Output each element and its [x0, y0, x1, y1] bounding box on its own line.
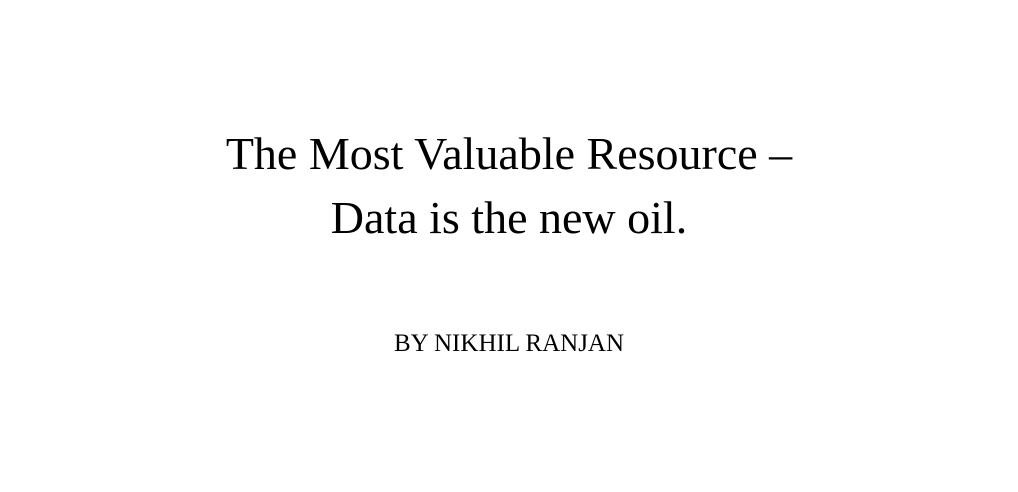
title-line-1: The Most Valuable Resource –: [225, 128, 793, 179]
author-byline: BY NIKHIL RANJAN: [393, 330, 625, 357]
page-title: The Most Valuable Resource – Data is the…: [0, 122, 1018, 250]
title-line-2: Data is the new oil.: [330, 192, 688, 243]
